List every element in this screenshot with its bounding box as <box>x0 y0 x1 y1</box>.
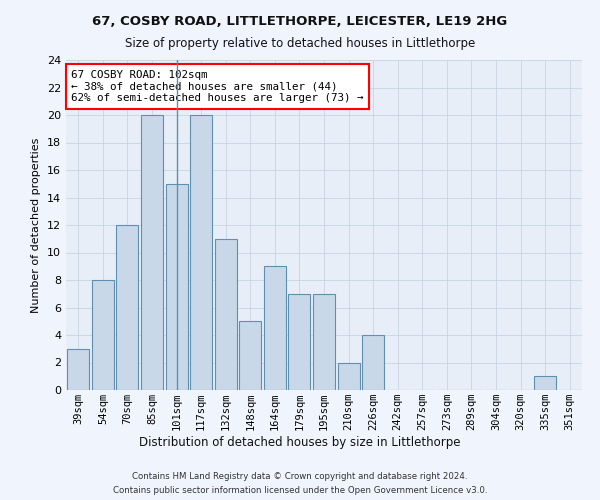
Bar <box>166 184 188 390</box>
Bar <box>534 376 556 390</box>
Bar <box>264 266 286 390</box>
Text: Contains public sector information licensed under the Open Government Licence v3: Contains public sector information licen… <box>113 486 487 495</box>
Bar <box>190 115 212 390</box>
Bar <box>338 362 359 390</box>
Text: 67 COSBY ROAD: 102sqm
← 38% of detached houses are smaller (44)
62% of semi-deta: 67 COSBY ROAD: 102sqm ← 38% of detached … <box>71 70 364 103</box>
Y-axis label: Number of detached properties: Number of detached properties <box>31 138 41 312</box>
Bar <box>116 225 139 390</box>
Bar <box>362 335 384 390</box>
Text: Contains HM Land Registry data © Crown copyright and database right 2024.: Contains HM Land Registry data © Crown c… <box>132 472 468 481</box>
Text: 67, COSBY ROAD, LITTLETHORPE, LEICESTER, LE19 2HG: 67, COSBY ROAD, LITTLETHORPE, LEICESTER,… <box>92 15 508 28</box>
Text: Size of property relative to detached houses in Littlethorpe: Size of property relative to detached ho… <box>125 38 475 51</box>
Text: Distribution of detached houses by size in Littlethorpe: Distribution of detached houses by size … <box>139 436 461 449</box>
Bar <box>67 349 89 390</box>
Bar <box>215 239 237 390</box>
Bar <box>239 322 262 390</box>
Bar <box>141 115 163 390</box>
Bar <box>313 294 335 390</box>
Bar <box>92 280 114 390</box>
Bar <box>289 294 310 390</box>
